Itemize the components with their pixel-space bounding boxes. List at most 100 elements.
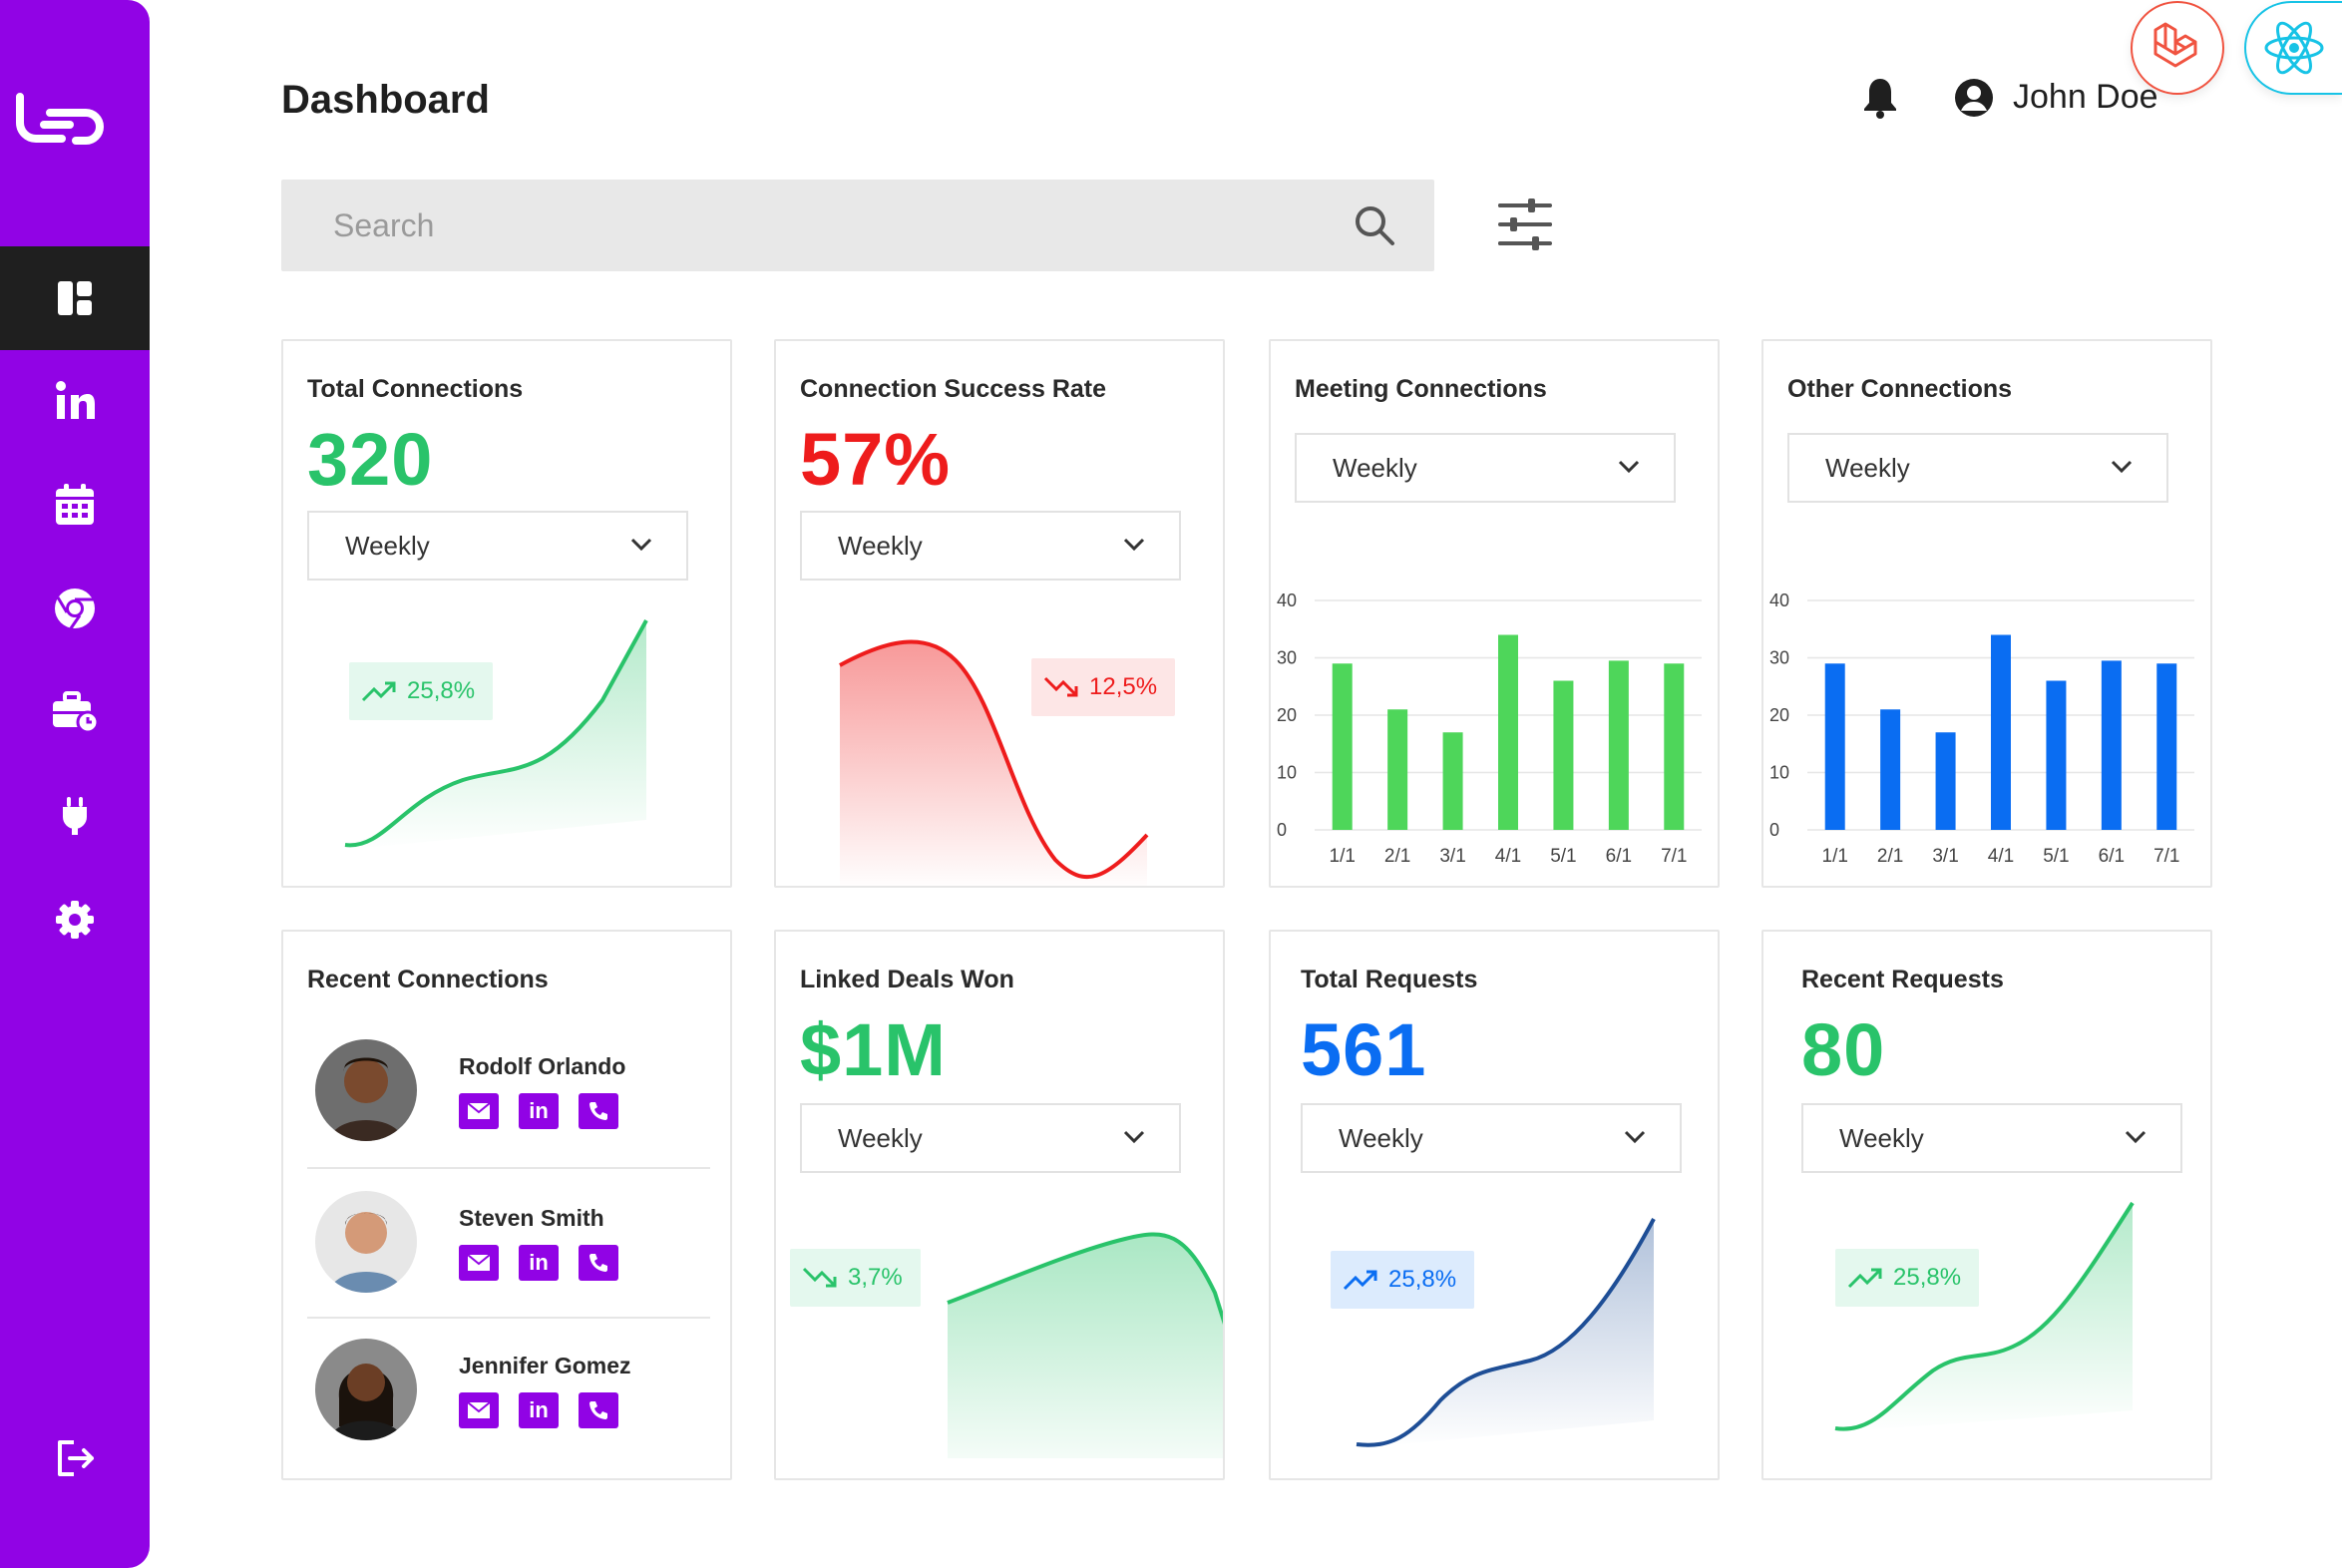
bar (1608, 660, 1629, 830)
divider (307, 1167, 710, 1169)
email-button[interactable] (459, 1093, 499, 1129)
email-button[interactable] (459, 1245, 499, 1281)
chevron-down-icon (2111, 460, 2133, 474)
briefcase-clock-icon (53, 691, 99, 733)
y-tick-label: 10 (1277, 763, 1297, 783)
chevron-down-icon (1123, 538, 1145, 552)
bar (1387, 709, 1408, 830)
linkedin-button[interactable]: in (519, 1392, 559, 1428)
period-select-value: Weekly (838, 1122, 923, 1153)
period-select[interactable]: Weekly (1301, 1103, 1682, 1173)
sidebar-item-jobs[interactable] (0, 660, 150, 764)
sidebar-item-chrome[interactable] (0, 557, 150, 660)
linkedin-icon: in (529, 1098, 549, 1123)
y-tick-label: 40 (1277, 590, 1297, 610)
trend-up-icon (1343, 1270, 1377, 1291)
sidebar-item-calendar[interactable] (0, 453, 150, 557)
bar (2101, 660, 2122, 830)
dashboard-icon (58, 281, 92, 315)
laravel-badge (2131, 1, 2224, 95)
card-title: Recent Connections (307, 966, 549, 993)
period-select[interactable]: Weekly (307, 511, 688, 581)
notifications-button[interactable] (1861, 77, 1899, 124)
chrome-icon (55, 588, 95, 629)
other-connections-bar-chart: 0 10 20 30 40 1/1 2/1 3/1 4/1 5/1 6/1 7/1 (1769, 590, 2194, 867)
chevron-down-icon (630, 538, 652, 552)
x-tick-label: 5/1 (2043, 846, 2069, 867)
bar (1442, 732, 1463, 830)
phone-icon (589, 1401, 607, 1419)
trend-badge: 3,7% (790, 1249, 921, 1307)
x-tick-label: 3/1 (1932, 846, 1958, 867)
search-bar (281, 180, 1434, 271)
y-tick-label: 0 (1769, 820, 1779, 840)
period-select[interactable]: Weekly (800, 511, 1181, 581)
x-tick-label: 3/1 (1439, 846, 1465, 867)
linkedin-button[interactable]: in (519, 1093, 559, 1129)
period-select-value: Weekly (1825, 452, 1910, 483)
linkedin-icon (56, 381, 95, 419)
gear-icon (56, 901, 94, 939)
react-badge (2244, 1, 2342, 95)
card-title: Other Connections (1787, 375, 2013, 403)
y-tick-label: 30 (1277, 648, 1297, 668)
person-name: Rodolf Orlando (459, 1053, 626, 1079)
laravel-icon (2153, 22, 2197, 68)
avatar (315, 1191, 417, 1293)
x-tick-label: 6/1 (1606, 846, 1632, 867)
y-tick-label: 10 (1769, 763, 1789, 783)
call-button[interactable] (579, 1093, 618, 1129)
card-title: Recent Requests (1801, 966, 2004, 993)
linkedin-button[interactable]: in (519, 1245, 559, 1281)
sidebar-item-integrations[interactable] (0, 764, 150, 868)
mail-icon (467, 1102, 491, 1119)
trend-badge: 25,8% (1331, 1251, 1475, 1309)
avatar (315, 1039, 417, 1141)
period-select[interactable]: Weekly (1787, 433, 2168, 503)
person-name: Steven Smith (459, 1205, 604, 1231)
trend-value: 3,7% (848, 1264, 903, 1291)
x-tick-label: 7/1 (2153, 846, 2179, 867)
trend-sparkline (947, 1232, 1223, 1458)
bar (1935, 732, 1956, 830)
search-icon[interactable] (1353, 203, 1396, 247)
user-avatar-icon[interactable] (1953, 77, 1995, 124)
divider (307, 1317, 710, 1319)
x-tick-label: 2/1 (1877, 846, 1903, 867)
search-input[interactable] (281, 180, 1434, 271)
sidebar-item-linkedin[interactable] (0, 349, 150, 453)
sidebar (0, 0, 150, 1568)
bell-icon (1864, 79, 1896, 119)
chevron-down-icon (1123, 1130, 1145, 1144)
plug-icon (63, 797, 87, 835)
trend-badge: 25,8% (1835, 1249, 1980, 1307)
bar (2046, 680, 2067, 830)
call-button[interactable] (579, 1392, 618, 1428)
card-total-connections: Total Connections 320 Weekly 25,8% (281, 339, 732, 888)
call-button[interactable] (579, 1245, 618, 1281)
x-tick-label: 4/1 (1495, 846, 1521, 867)
linkedin-icon: in (529, 1250, 549, 1275)
user-name[interactable]: John Doe (2013, 78, 2158, 116)
trend-value: 25,8% (1388, 1266, 1457, 1293)
react-icon (2264, 21, 2324, 75)
x-tick-label: 2/1 (1384, 846, 1410, 867)
y-tick-label: 40 (1769, 590, 1789, 610)
bar (1553, 680, 1574, 830)
period-select[interactable]: Weekly (1295, 433, 1676, 503)
period-select[interactable]: Weekly (800, 1103, 1181, 1173)
sidebar-item-dashboard[interactable] (0, 246, 150, 350)
bar (1880, 709, 1901, 830)
period-select[interactable]: Weekly (1801, 1103, 2182, 1173)
filter-button[interactable] (1498, 197, 1552, 256)
x-tick-label: 7/1 (1661, 846, 1687, 867)
sidebar-item-logout[interactable] (0, 1406, 150, 1510)
trend-up-icon (361, 681, 396, 702)
bar (1498, 634, 1518, 830)
sidebar-item-settings[interactable] (0, 868, 150, 972)
email-button[interactable] (459, 1392, 499, 1428)
trend-sparkline (344, 619, 648, 850)
phone-icon (589, 1102, 607, 1120)
list-item: Steven Smith in (307, 1191, 710, 1311)
trend-value: 25,8% (1893, 1264, 1962, 1291)
